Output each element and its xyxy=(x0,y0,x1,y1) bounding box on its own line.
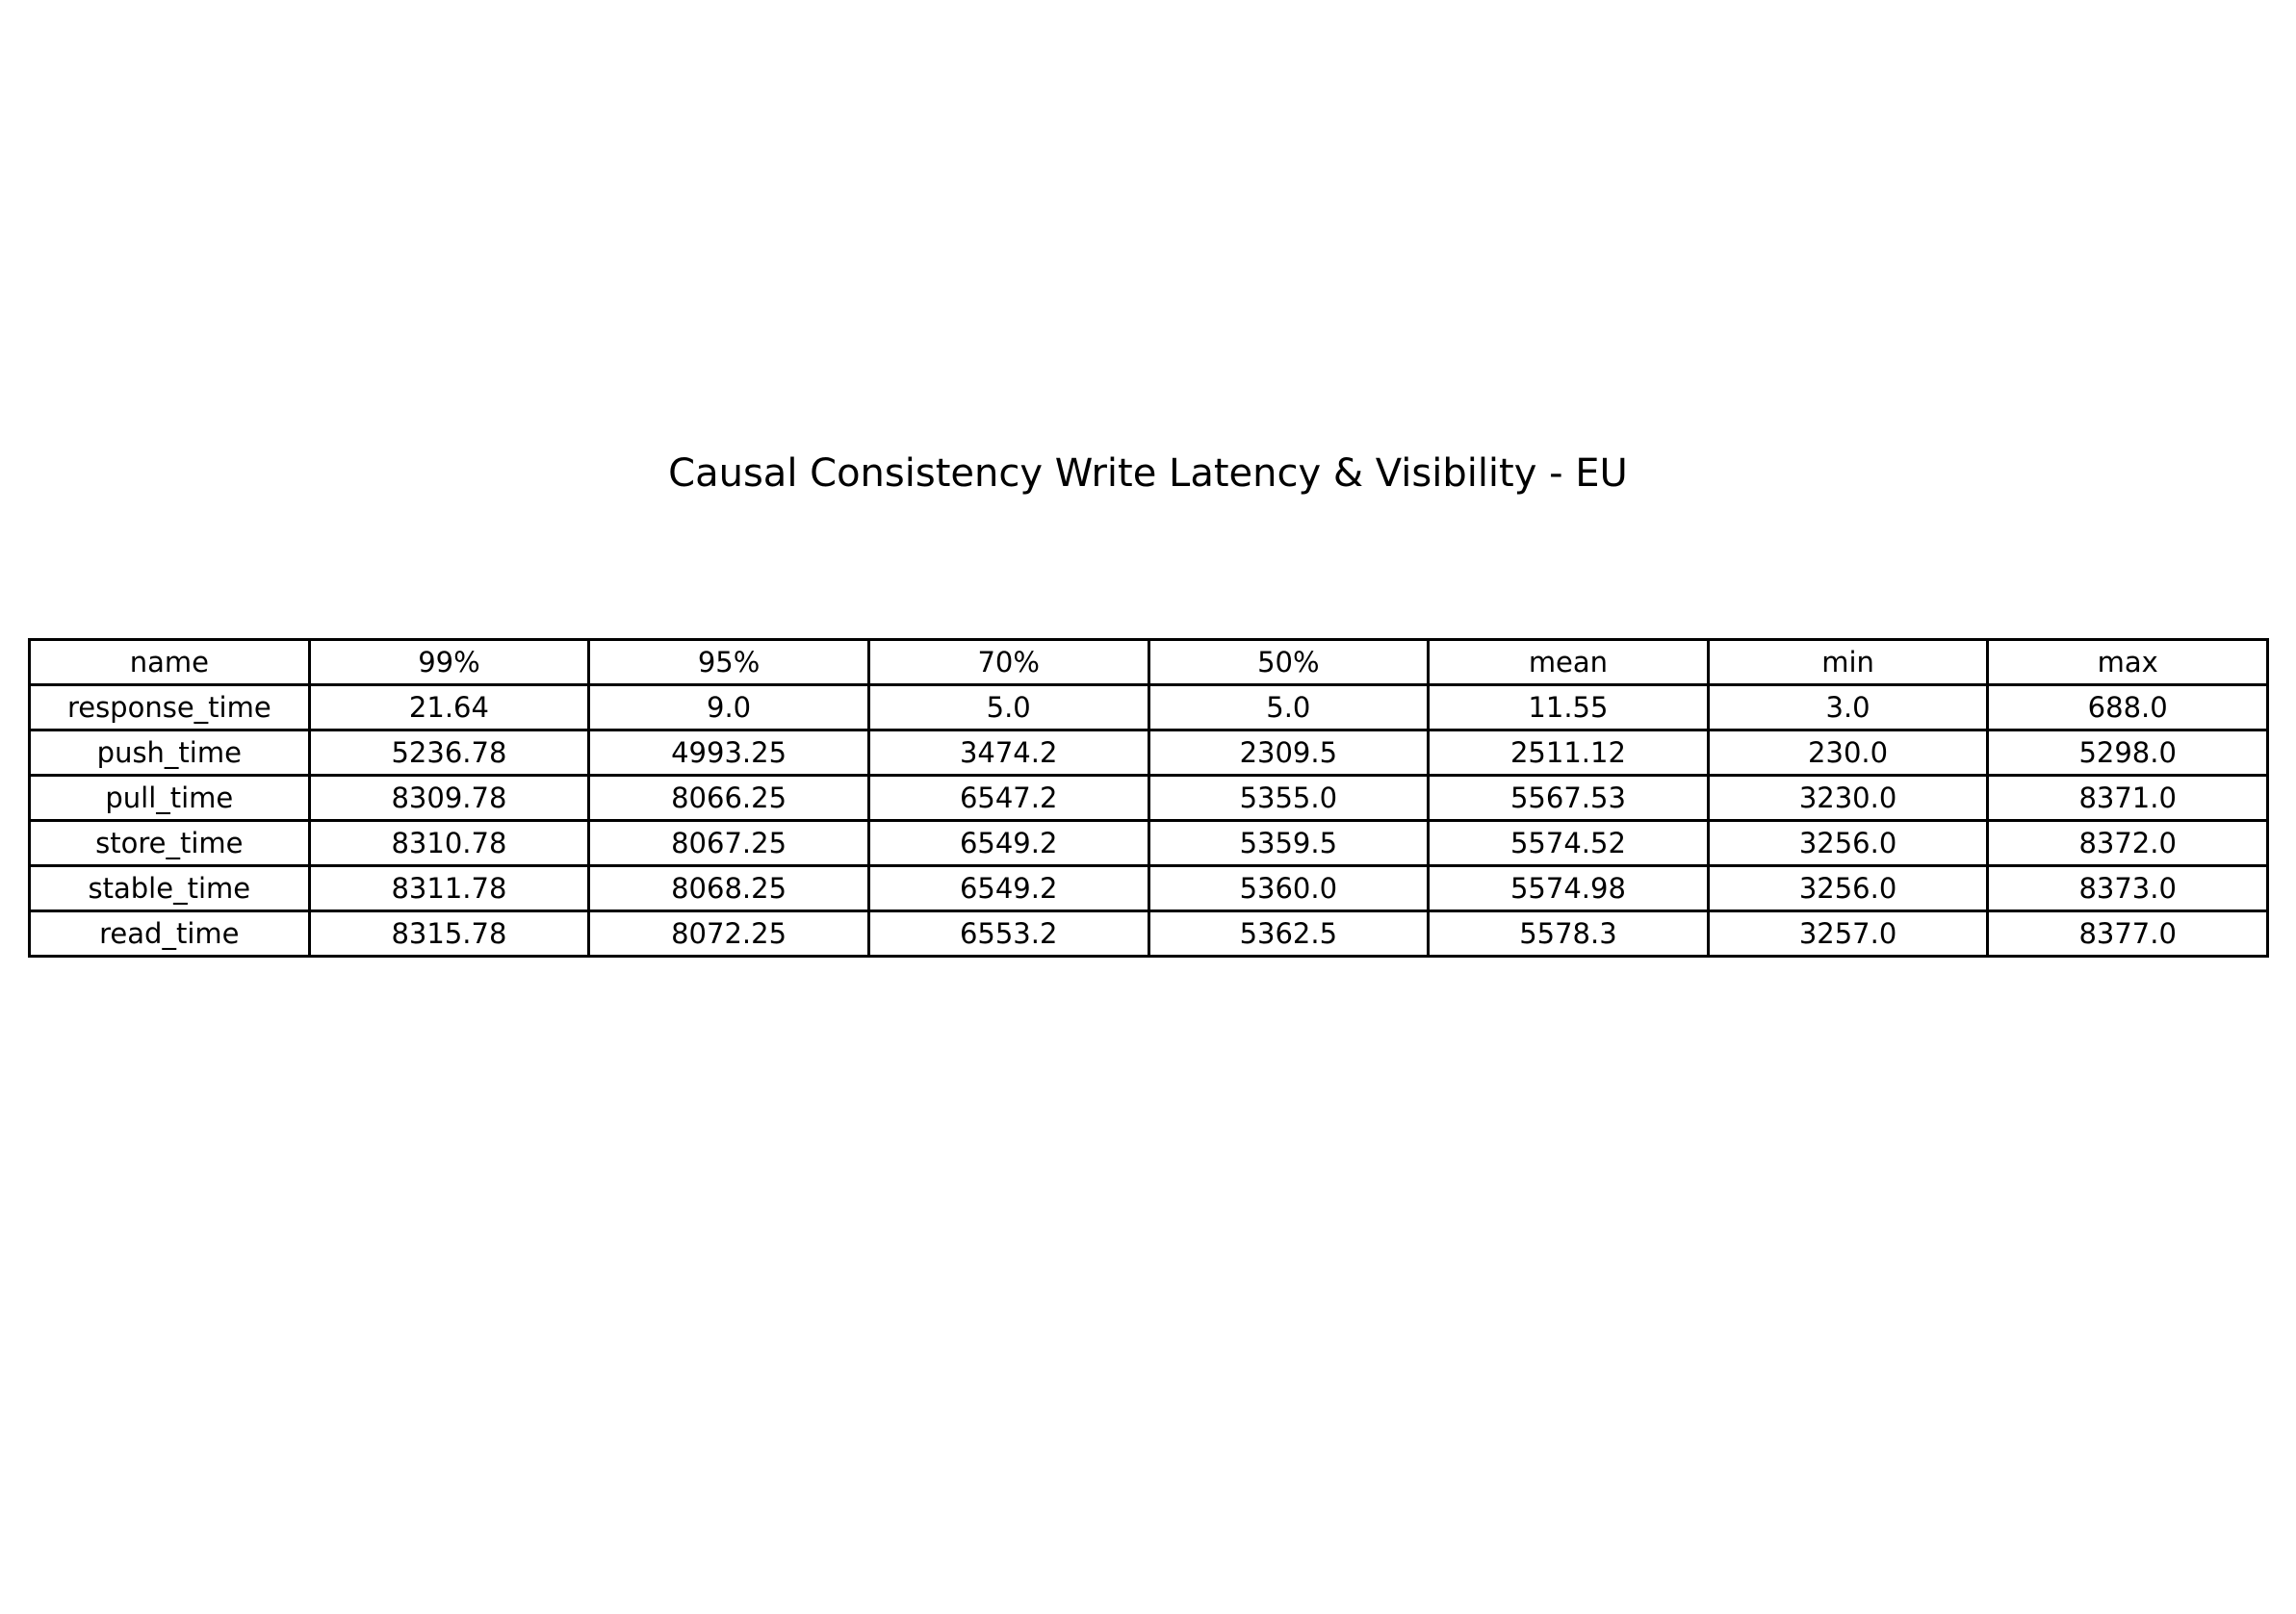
table-cell: 8373.0 xyxy=(1986,864,2269,912)
table-row: push_time 5236.78 4993.25 3474.2 2309.5 … xyxy=(28,729,2269,777)
header-cell: 50% xyxy=(1147,638,1431,686)
data-table-container: name 99% 95% 70% 50% mean min max respon… xyxy=(28,638,2269,958)
chart-title: Causal Consistency Write Latency & Visib… xyxy=(668,451,1628,496)
table-cell: 8372.0 xyxy=(1986,819,2269,867)
table-cell: 4993.25 xyxy=(587,729,870,777)
header-cell: min xyxy=(1706,638,1990,686)
table-cell: 8066.25 xyxy=(587,774,870,822)
table-cell: 6547.2 xyxy=(866,774,1150,822)
table-cell: 688.0 xyxy=(1986,683,2269,731)
table-cell: 5362.5 xyxy=(1147,909,1431,958)
table-cell: 11.55 xyxy=(1427,683,1710,731)
table-cell: 8072.25 xyxy=(587,909,870,958)
table-cell: 5298.0 xyxy=(1986,729,2269,777)
table-row: store_time 8310.78 8067.25 6549.2 5359.5… xyxy=(28,819,2269,867)
data-table: name 99% 95% 70% 50% mean min max respon… xyxy=(28,638,2269,958)
table-cell: 8377.0 xyxy=(1986,909,2269,958)
table-cell: 5360.0 xyxy=(1147,864,1431,912)
table-cell: 8310.78 xyxy=(307,819,591,867)
table-header-row: name 99% 95% 70% 50% mean min max xyxy=(28,638,2269,686)
table-cell: 5574.98 xyxy=(1427,864,1710,912)
table-cell: 21.64 xyxy=(307,683,591,731)
table-cell: 5.0 xyxy=(866,683,1150,731)
table-cell: 5567.53 xyxy=(1427,774,1710,822)
table-cell: 6549.2 xyxy=(866,864,1150,912)
table-cell: stable_time xyxy=(28,864,311,912)
header-cell: max xyxy=(1986,638,2269,686)
table-cell: 6549.2 xyxy=(866,819,1150,867)
table-cell: 230.0 xyxy=(1706,729,1990,777)
table-row: stable_time 8311.78 8068.25 6549.2 5360.… xyxy=(28,864,2269,912)
header-cell: 99% xyxy=(307,638,591,686)
table-cell: read_time xyxy=(28,909,311,958)
table-cell: 5574.52 xyxy=(1427,819,1710,867)
table-cell: store_time xyxy=(28,819,311,867)
table-cell: push_time xyxy=(28,729,311,777)
table-cell: 3230.0 xyxy=(1706,774,1990,822)
table-cell: 8315.78 xyxy=(307,909,591,958)
header-cell: name xyxy=(28,638,311,686)
table-cell: 5236.78 xyxy=(307,729,591,777)
table-cell: 3474.2 xyxy=(866,729,1150,777)
table-row: response_time 21.64 9.0 5.0 5.0 11.55 3.… xyxy=(28,683,2269,731)
table-cell: 9.0 xyxy=(587,683,870,731)
table-cell: 5578.3 xyxy=(1427,909,1710,958)
table-cell: pull_time xyxy=(28,774,311,822)
table-row: pull_time 8309.78 8066.25 6547.2 5355.0 … xyxy=(28,774,2269,822)
header-cell: mean xyxy=(1427,638,1710,686)
table-cell: 8309.78 xyxy=(307,774,591,822)
table-cell: 8067.25 xyxy=(587,819,870,867)
table-cell: 8311.78 xyxy=(307,864,591,912)
table-cell: 2511.12 xyxy=(1427,729,1710,777)
table-cell: 6553.2 xyxy=(866,909,1150,958)
table-cell: 3.0 xyxy=(1706,683,1990,731)
table-cell: 3257.0 xyxy=(1706,909,1990,958)
table-cell: 3256.0 xyxy=(1706,864,1990,912)
table-cell: 2309.5 xyxy=(1147,729,1431,777)
header-cell: 70% xyxy=(866,638,1150,686)
table-cell: 5.0 xyxy=(1147,683,1431,731)
table-cell: 8371.0 xyxy=(1986,774,2269,822)
table-cell: 3256.0 xyxy=(1706,819,1990,867)
table-cell: 8068.25 xyxy=(587,864,870,912)
table-cell: response_time xyxy=(28,683,311,731)
table-cell: 5359.5 xyxy=(1147,819,1431,867)
table-cell: 5355.0 xyxy=(1147,774,1431,822)
table-row: read_time 8315.78 8072.25 6553.2 5362.5 … xyxy=(28,909,2269,958)
header-cell: 95% xyxy=(587,638,870,686)
